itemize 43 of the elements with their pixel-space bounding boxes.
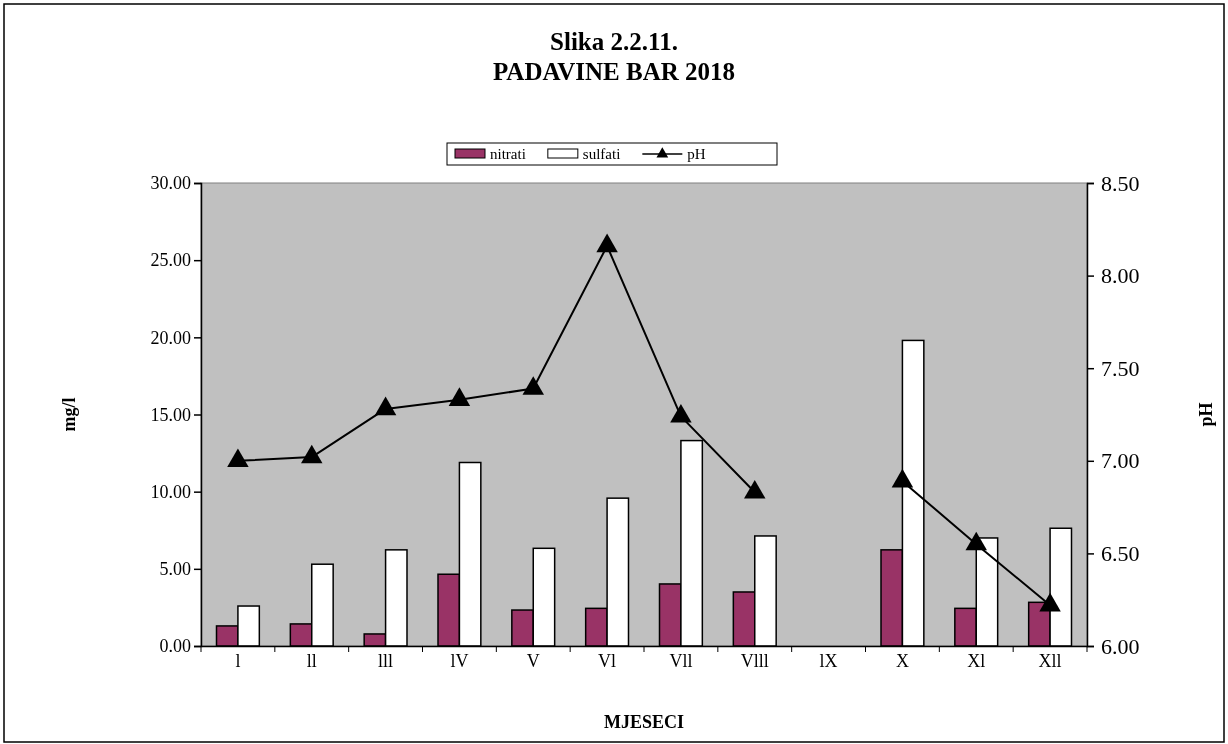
y2-axis-title: pH	[1196, 402, 1216, 427]
chart-title: Slika 2.2.11. PADAVINE BAR 2018	[492, 28, 736, 85]
y-tick-label: 10.00	[150, 481, 191, 502]
x-tick-label: ll	[306, 651, 317, 671]
point	[301, 444, 323, 464]
y2-tick-label: 6.50	[1101, 540, 1140, 566]
x-tick-label: Xll	[1038, 651, 1062, 671]
y2-tick-label: 6.00	[1101, 633, 1140, 659]
y-tick-label: 0.00	[159, 636, 191, 657]
legend-label: pH	[687, 146, 706, 162]
x-tick-label: X	[895, 651, 909, 671]
y-tick-label: 5.00	[159, 559, 191, 580]
x-tick-label: lll	[378, 651, 394, 671]
x-tick-label: l	[235, 651, 241, 671]
point	[227, 448, 249, 467]
point	[522, 376, 544, 395]
point	[596, 233, 618, 253]
legend-label: nitrati	[490, 146, 526, 162]
x-axis-title: MJESECI	[603, 712, 685, 732]
x-tick-label: Xl	[967, 651, 986, 671]
point	[744, 479, 766, 499]
x-tick-label: Vlll	[740, 651, 769, 671]
y-axis-title: mg/l	[59, 397, 79, 432]
point	[448, 387, 471, 406]
x-tick-label: lX	[819, 651, 838, 671]
point	[1039, 592, 1061, 612]
y-tick-label: 20.00	[150, 327, 191, 348]
legend-label: sulfati	[582, 146, 621, 162]
point	[374, 396, 397, 416]
point	[965, 531, 987, 551]
point	[670, 403, 692, 423]
y-tick-label: 25.00	[150, 250, 191, 271]
y2-tick-label: 7.50	[1101, 355, 1140, 381]
point	[891, 468, 914, 488]
y2-tick-label: 8.00	[1101, 263, 1140, 289]
x-tick-label: lV	[450, 651, 469, 671]
x-tick-label: Vll	[669, 651, 693, 671]
y-tick-label: 15.00	[150, 404, 191, 425]
x-tick-label: V	[526, 651, 540, 671]
x-tick-label: Vl	[598, 651, 617, 671]
y2-tick-label: 7.00	[1101, 448, 1140, 474]
y-tick-label: 30.00	[150, 173, 191, 194]
y2-tick-label: 8.50	[1101, 170, 1140, 196]
